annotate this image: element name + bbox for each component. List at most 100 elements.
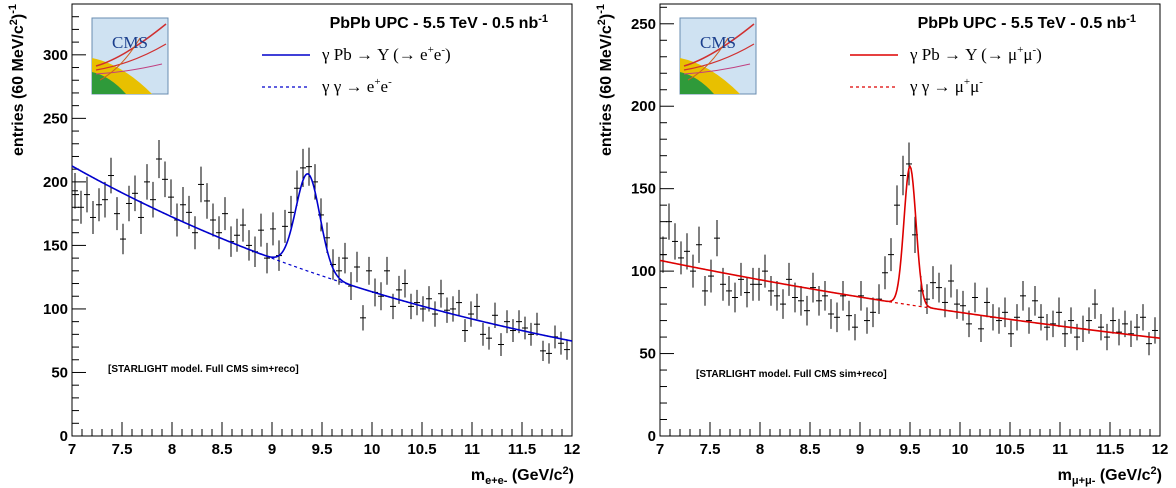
x-axis-title-main: m — [471, 467, 485, 484]
data-point — [558, 331, 564, 355]
x-tick-label: 9.5 — [312, 441, 333, 458]
data-point — [858, 281, 864, 311]
data-point — [1062, 320, 1068, 347]
data-point — [564, 339, 570, 360]
data-point — [264, 242, 270, 274]
legend-entry: γ γ → μ+μ- — [850, 76, 983, 96]
data-point — [738, 262, 744, 296]
data-point — [234, 218, 240, 252]
x-axis-title-unit-end: ) — [569, 467, 574, 484]
data-point — [168, 179, 174, 215]
cms-logo: CMS — [91, 17, 169, 95]
data-point — [360, 305, 366, 331]
y-axis-title: entries (60 MeV/c2)-1 — [595, 4, 615, 156]
data-point — [96, 188, 102, 222]
data-point — [510, 319, 516, 342]
data-point — [834, 302, 840, 333]
data-point — [702, 276, 708, 306]
data-point — [780, 289, 786, 319]
y-tick-label: 100 — [631, 263, 656, 280]
cms-logo-text: CMS — [700, 33, 736, 52]
x-axis-title-unit-sup: 2 — [563, 465, 569, 477]
x-tick-label: 8.5 — [212, 441, 233, 458]
data-point — [1140, 304, 1146, 331]
y-tick-label: 50 — [51, 364, 68, 381]
data-point — [1104, 323, 1110, 351]
data-point — [906, 142, 912, 186]
data-point — [336, 256, 342, 285]
data-point — [1092, 289, 1098, 319]
data-point — [540, 340, 546, 362]
y-tick-label: 100 — [43, 301, 68, 318]
x-tick-label: 7 — [656, 441, 664, 458]
data-point — [210, 203, 216, 237]
x-tick-label: 8.5 — [800, 441, 821, 458]
legend-label-mid: μ — [1023, 45, 1032, 64]
legend-label-text: γ γ → e — [321, 77, 374, 96]
data-point — [732, 282, 738, 313]
data-point — [246, 230, 252, 261]
data-point — [480, 322, 486, 346]
legend-label: γ Pb → Υ (→ μ+μ-) — [909, 44, 1042, 64]
cms-logo-text: CMS — [112, 33, 148, 52]
x-tick-label: 7 — [68, 441, 76, 458]
legend-label-text: γ Pb → Υ (→ e — [321, 45, 428, 64]
data-point — [444, 297, 450, 323]
cms-logo-track — [99, 37, 141, 81]
y-axis-title-sup: -1 — [7, 4, 19, 14]
x-tick-label: 12 — [1152, 441, 1169, 458]
chart-title-text: PbPb UPC - 5.5 TeV - 0.5 nb — [330, 15, 539, 32]
y-tick-label: 250 — [631, 16, 656, 33]
data-point — [144, 164, 150, 200]
data-point — [450, 296, 456, 322]
y-tick-label: 150 — [43, 237, 68, 254]
data-point — [660, 236, 666, 273]
background-fit-line — [265, 255, 351, 286]
data-point — [156, 139, 162, 179]
legend-label-mid: e — [381, 77, 389, 96]
x-tick-label: 7.5 — [700, 441, 721, 458]
data-point — [678, 241, 684, 275]
data-point — [438, 279, 444, 308]
x-tick-label: 12 — [564, 441, 581, 458]
data-point — [378, 282, 384, 311]
x-tick-label: 9.5 — [900, 441, 921, 458]
data-point — [864, 307, 870, 334]
data-point — [150, 181, 156, 218]
data-point — [180, 186, 186, 223]
legend-entry: γ Pb → Υ (→ μ+μ-) — [850, 44, 1042, 64]
y-tick-label: 300 — [43, 47, 68, 64]
data-point — [984, 287, 990, 318]
data-point — [408, 293, 414, 320]
x-tick-label: 9 — [856, 441, 864, 458]
data-point — [708, 259, 714, 293]
x-axis-title: mμ+μ- (GeV/c2) — [1058, 465, 1162, 487]
x-axis-title-sub: e+e- — [485, 475, 508, 487]
cms-logo-track — [687, 37, 729, 81]
x-tick-label: 11 — [1052, 441, 1068, 458]
y-tick-label: 200 — [43, 174, 68, 191]
data-point — [828, 299, 834, 329]
data-point — [306, 147, 312, 186]
data-point — [1008, 320, 1014, 347]
chart-title-sup: -1 — [1126, 13, 1136, 25]
data-point — [1038, 304, 1044, 331]
legend-label-end: ) — [1036, 45, 1042, 64]
data-points — [660, 142, 1158, 356]
data-point — [546, 343, 552, 364]
simulation-note: [STARLIGHT model. Full CMS sim+reco] — [696, 369, 887, 380]
cms-logo-track — [95, 23, 167, 67]
legend-label-text: γ Pb → Υ (→ μ — [909, 45, 1017, 64]
background-fit-line — [888, 301, 932, 309]
y-axis-title-main: entries (60 MeV/c — [598, 25, 615, 156]
data-point — [498, 333, 504, 356]
x-tick-label: 11.5 — [508, 441, 536, 458]
data-point — [1056, 297, 1062, 328]
data-point — [1014, 304, 1020, 331]
data-point — [1116, 318, 1122, 346]
cms-logo-track — [95, 63, 163, 75]
data-point — [282, 209, 288, 243]
data-point — [936, 272, 942, 303]
data-point — [132, 175, 138, 212]
data-point — [162, 161, 168, 198]
